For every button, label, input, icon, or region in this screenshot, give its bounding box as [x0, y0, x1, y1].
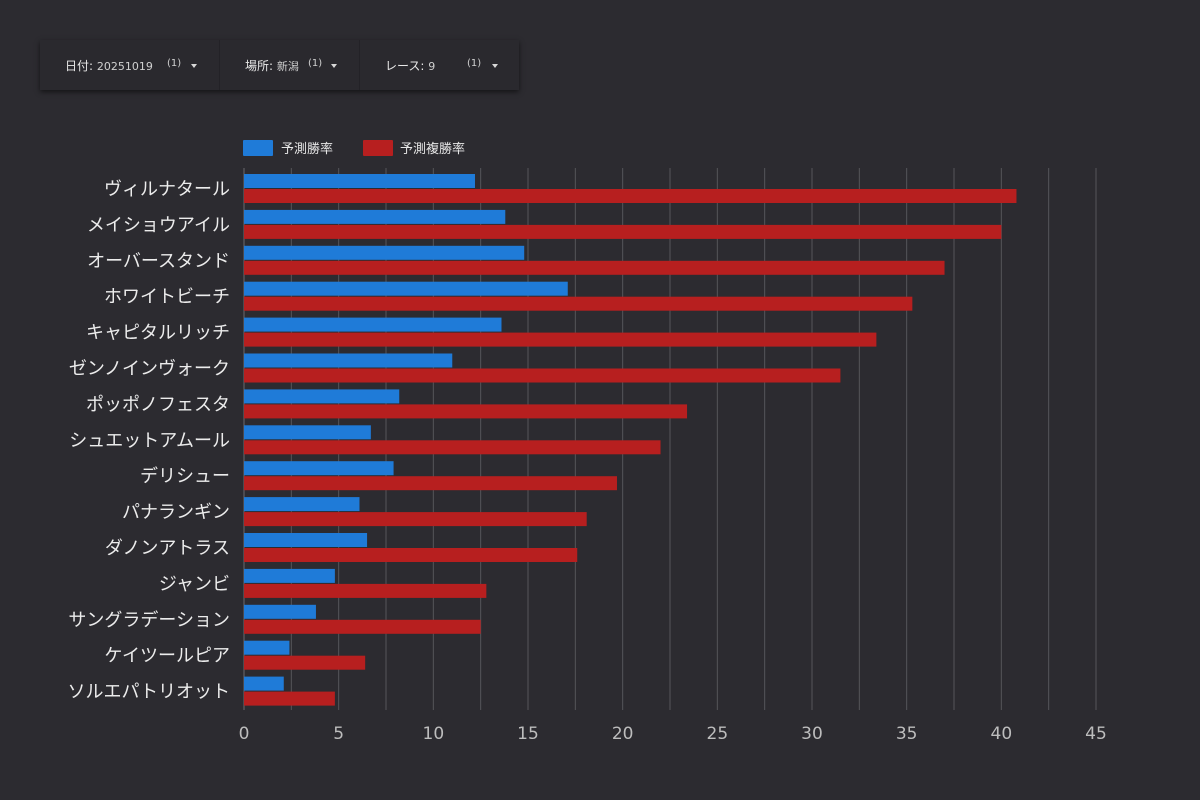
category-label: ヴィルナタール: [104, 179, 230, 200]
x-tick-label: 40: [991, 724, 1013, 744]
x-tick-label: 25: [707, 724, 729, 744]
bar-place-rate[interactable]: [244, 619, 481, 634]
bar-win-rate[interactable]: [244, 425, 371, 440]
x-tick-label: 20: [612, 724, 634, 744]
legend-label: 予測勝率: [281, 141, 333, 157]
chevron-down-icon[interactable]: [331, 64, 337, 68]
bar-place-rate[interactable]: [244, 583, 487, 598]
venue-filter-value: 新潟: [276, 60, 299, 73]
bar-place-rate[interactable]: [244, 189, 1017, 203]
filter-bar: 日付: 20251019 (1) 場所: 新潟 (1) レース: 9 (1): [40, 40, 519, 90]
bar-win-rate[interactable]: [244, 604, 316, 619]
x-tick-label: 5: [333, 724, 344, 744]
category-label: ポッポノフェスタ: [86, 394, 230, 415]
legend-swatch: [363, 140, 393, 156]
date-filter-count: (1): [167, 58, 182, 69]
bar-win-rate[interactable]: [244, 389, 400, 404]
category-label: シュエットアムール: [69, 430, 230, 451]
bar-win-rate[interactable]: [244, 353, 453, 368]
bar-place-rate[interactable]: [244, 548, 578, 562]
x-tick-label: 15: [517, 724, 539, 744]
bar-win-rate[interactable]: [244, 533, 368, 547]
legend-label: 予測複勝率: [400, 141, 465, 157]
bar-place-rate[interactable]: [244, 368, 841, 383]
date-filter-value: 20251019: [96, 60, 153, 73]
venue-filter-label: 場所: [245, 59, 270, 73]
category-label: ホワイトビーチ: [104, 287, 230, 308]
bar-win-rate[interactable]: [244, 209, 506, 224]
category-label: ケイツールピア: [104, 646, 230, 667]
bar-win-rate[interactable]: [244, 640, 290, 655]
bar-win-rate[interactable]: [244, 568, 335, 583]
x-tick-label: 0: [239, 724, 250, 744]
bar-win-rate[interactable]: [244, 676, 284, 691]
bar-place-rate[interactable]: [244, 404, 688, 419]
venue-filter-count: (1): [308, 58, 323, 69]
bar-place-rate[interactable]: [244, 296, 913, 311]
bar-place-rate[interactable]: [244, 691, 335, 706]
bar-win-rate[interactable]: [244, 245, 525, 260]
race-filter-value: 9: [428, 60, 436, 73]
x-tick-label: 45: [1085, 724, 1107, 744]
category-label: ダノンアトラス: [105, 538, 230, 559]
bar-place-rate[interactable]: [244, 224, 1002, 239]
bar-win-rate[interactable]: [244, 317, 502, 332]
category-label: サングラデーション: [68, 610, 230, 631]
race-filter[interactable]: レース: 9 (1): [360, 40, 519, 90]
bars: [244, 174, 1017, 706]
bar-win-rate[interactable]: [244, 461, 394, 476]
legend-swatch: [243, 140, 273, 156]
category-label: オーバースタンド: [87, 251, 230, 272]
legend: 予測勝率 予測複勝率: [243, 140, 465, 157]
bar-place-rate[interactable]: [244, 440, 661, 455]
category-label: キャピタルリッチ: [86, 323, 230, 344]
x-axis-ticks: 0 5 10 15 20 25 30 35 40 45: [239, 724, 1107, 744]
x-tick-label: 35: [896, 724, 918, 744]
x-tick-label: 10: [423, 724, 445, 744]
x-tick-label: 30: [801, 724, 823, 744]
bar-place-rate[interactable]: [244, 655, 366, 670]
bar-place-rate[interactable]: [244, 260, 945, 275]
bar-place-rate[interactable]: [244, 476, 617, 491]
venue-filter[interactable]: 場所: 新潟 (1): [220, 40, 360, 90]
category-label: パナランギン: [122, 502, 230, 523]
bar-win-rate[interactable]: [244, 174, 475, 188]
date-filter-label: 日付: [65, 59, 90, 73]
category-label: ゼンノインヴォーク: [69, 359, 230, 380]
category-label: ジャンビ: [159, 574, 230, 595]
category-label: メイショウアイル: [87, 215, 230, 236]
bar-win-rate[interactable]: [244, 497, 360, 512]
bar-win-rate[interactable]: [244, 281, 568, 296]
race-filter-label: レース: [385, 59, 421, 73]
category-label: ソルエパトリオット: [67, 682, 230, 703]
chevron-down-icon[interactable]: [191, 64, 197, 68]
category-labels: ヴィルナタールメイショウアイルオーバースタンドホワイトビーチキャピタルリッチゼン…: [67, 179, 230, 703]
date-filter[interactable]: 日付: 20251019 (1): [40, 40, 220, 90]
race-filter-count: (1): [467, 58, 482, 69]
chevron-down-icon[interactable]: [492, 64, 498, 68]
category-label: デリシュー: [140, 466, 230, 487]
bar-place-rate[interactable]: [244, 512, 587, 527]
bar-place-rate[interactable]: [244, 332, 877, 347]
